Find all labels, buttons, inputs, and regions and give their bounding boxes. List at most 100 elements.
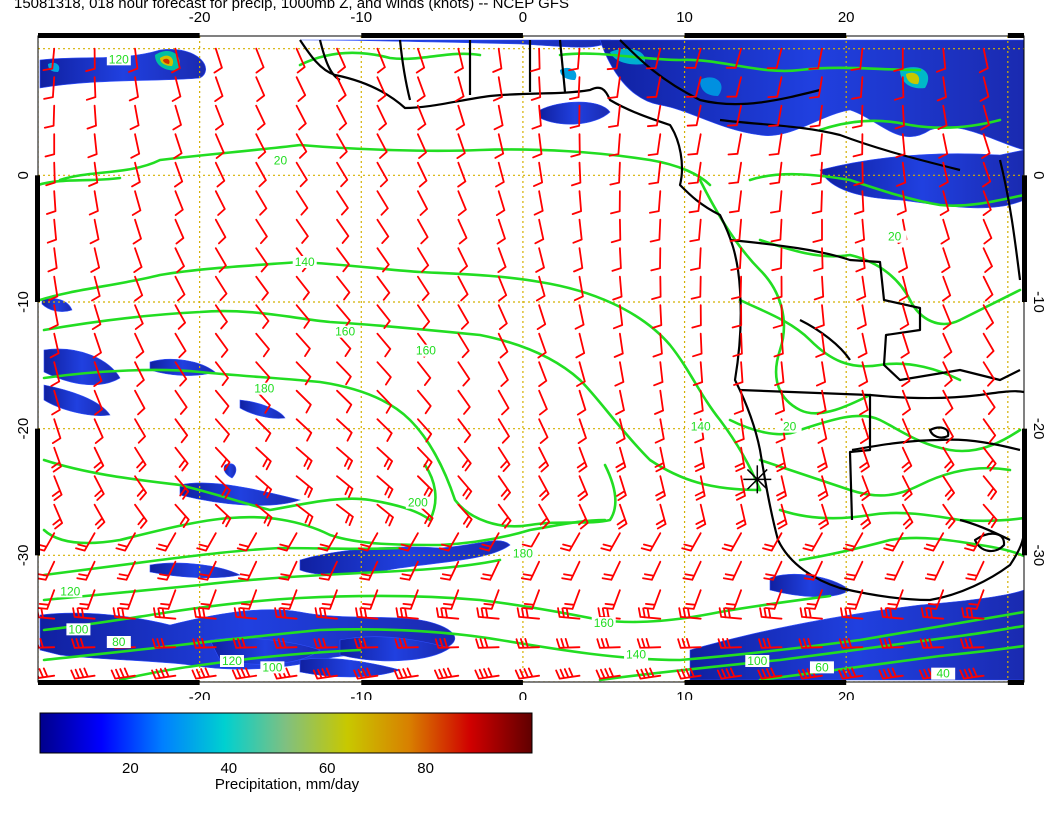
wind-barb — [636, 667, 662, 680]
wind-barb — [476, 607, 500, 620]
wind-barb — [556, 638, 581, 649]
wind-barb — [46, 190, 57, 215]
wind-barb — [576, 389, 587, 416]
wind-barb — [600, 532, 621, 552]
wind-barb — [157, 560, 177, 581]
wind-barb — [844, 560, 864, 581]
wind-barb — [238, 560, 258, 581]
wind-barb — [840, 607, 864, 620]
wind-barb — [810, 133, 823, 157]
wind-barb — [50, 361, 61, 387]
wind-barb — [115, 532, 136, 552]
wind-barb — [376, 332, 392, 358]
wind-barb — [770, 190, 783, 214]
wind-barb — [417, 161, 428, 188]
axis-bar-right — [1022, 175, 1027, 302]
contour-label: 160 — [335, 325, 355, 339]
wind-barb — [457, 446, 472, 472]
wind-barb — [691, 304, 702, 329]
wind-barb — [233, 607, 258, 620]
wind-barb — [798, 638, 823, 649]
wind-barb — [457, 190, 467, 216]
wind-barb — [606, 47, 621, 71]
wind-barb — [859, 389, 869, 416]
contour-label-bg — [268, 154, 293, 167]
wind-barb — [213, 47, 223, 74]
wind-barb — [416, 76, 426, 102]
wind-barb — [613, 332, 624, 358]
wind-barb — [776, 475, 787, 501]
wind-barb — [214, 275, 228, 302]
wind-barb — [129, 104, 140, 131]
wind-barb — [174, 389, 188, 415]
wind-barb — [982, 218, 993, 245]
wind-barb — [733, 389, 744, 415]
wind-barb — [277, 532, 298, 552]
wind-barb — [131, 190, 142, 216]
wind-barb — [295, 418, 313, 442]
wind-barb — [214, 218, 227, 245]
wind-barb — [817, 475, 829, 501]
wind-barb — [883, 532, 904, 552]
wind-barb — [158, 589, 177, 610]
wind-barb — [435, 607, 460, 620]
wind-barb — [773, 332, 784, 358]
wind-barb — [595, 667, 621, 680]
contour-label: 100 — [747, 654, 767, 668]
wind-barb — [417, 418, 433, 443]
wind-barb — [942, 475, 955, 501]
wind-barb — [851, 104, 864, 129]
wind-barb — [942, 389, 954, 416]
wind-barb — [91, 304, 102, 330]
wind-barb — [560, 532, 581, 552]
wind-barb — [376, 275, 391, 301]
wind-barb — [134, 418, 146, 444]
wind-barb — [134, 361, 145, 387]
wind-barb — [772, 304, 784, 329]
axis-bar-top — [38, 33, 200, 38]
wind-barb — [87, 133, 98, 159]
wind-barb — [51, 475, 63, 501]
wind-barb — [173, 133, 183, 159]
wind-barb — [654, 389, 664, 415]
wind-barb — [174, 446, 189, 472]
wind-barb — [733, 361, 744, 386]
wind-barb — [85, 76, 97, 101]
wind-barb — [295, 389, 312, 414]
wind-barb — [815, 332, 826, 358]
wind-barb — [295, 332, 311, 357]
axis-bar-bottom — [38, 680, 200, 685]
contour-label: 20 — [888, 230, 902, 244]
wind-barb — [896, 161, 907, 187]
wind-barb — [533, 161, 543, 187]
wind-barb — [964, 532, 985, 552]
wind-barb — [255, 275, 269, 301]
wind-barb — [336, 76, 347, 102]
wind-barb — [758, 638, 783, 649]
wind-barb — [692, 361, 704, 386]
wind-barb — [774, 361, 785, 387]
wind-barb — [43, 76, 56, 100]
wind-barb — [171, 76, 182, 102]
wind-barb — [273, 638, 298, 649]
wind-barb — [901, 446, 913, 473]
wind-barb — [537, 332, 547, 359]
wind-barb — [982, 190, 992, 216]
wind-barb — [457, 332, 470, 359]
wind-barb — [360, 589, 379, 610]
wind-barb — [255, 247, 269, 273]
contour-label-bg — [66, 623, 91, 636]
wind-barb — [859, 475, 871, 501]
wind-barb — [966, 589, 985, 610]
wind-barb — [376, 418, 393, 442]
wind-barb — [174, 161, 184, 188]
wind-barb — [38, 638, 56, 649]
wind-barb — [520, 560, 540, 581]
wind-barb — [295, 76, 307, 102]
wind-barb — [725, 47, 742, 69]
wind-barb — [766, 47, 783, 70]
axis-bar-left — [35, 428, 40, 556]
contour-label-bg — [688, 420, 713, 433]
wind-barb — [728, 190, 742, 214]
wind-barb — [255, 161, 267, 188]
